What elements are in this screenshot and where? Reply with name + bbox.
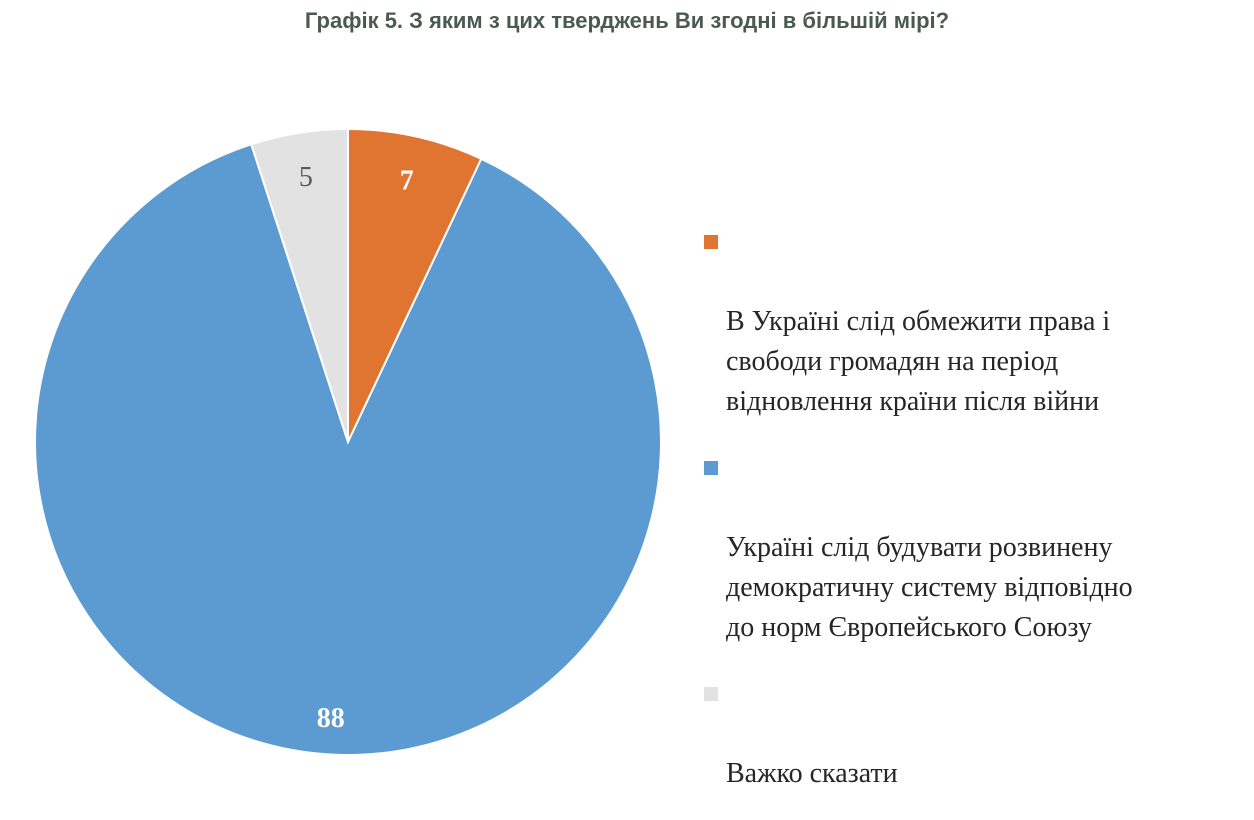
- legend-label-hard-to-say: Важко сказати: [726, 758, 898, 789]
- legend-item-restrict-rights: В Україні слід обмежити права і свободи …: [700, 222, 1250, 422]
- pie-chart: 7 88 5: [34, 127, 662, 756]
- legend: В Україні слід обмежити права і свободи …: [700, 222, 1250, 820]
- pie-slice-build-democracy: [34, 143, 662, 756]
- legend-swatch-build-democracy: [704, 461, 718, 475]
- legend-label-restrict-rights: В Україні слід обмежити права і свободи …: [726, 306, 1111, 417]
- pie-label-build-democracy: 88: [317, 703, 345, 734]
- chart-title: Графік 5. З яким з цих тверджень Ви згод…: [304, 8, 950, 33]
- legend-label-build-democracy: Україні слід будувати розвинену демократ…: [726, 532, 1133, 643]
- pie-label-restrict-rights: 7: [400, 165, 414, 196]
- pie-slice-hard-to-say: [250, 127, 349, 443]
- pie-slice-restrict-rights: [347, 127, 483, 443]
- legend-item-hard-to-say: Важко сказати: [700, 674, 1250, 794]
- pie-label-hard-to-say: 5: [299, 162, 313, 193]
- legend-swatch-restrict-rights: [704, 235, 718, 249]
- legend-swatch-hard-to-say: [704, 687, 718, 701]
- legend-item-build-democracy: Україні слід будувати розвинену демократ…: [700, 448, 1250, 648]
